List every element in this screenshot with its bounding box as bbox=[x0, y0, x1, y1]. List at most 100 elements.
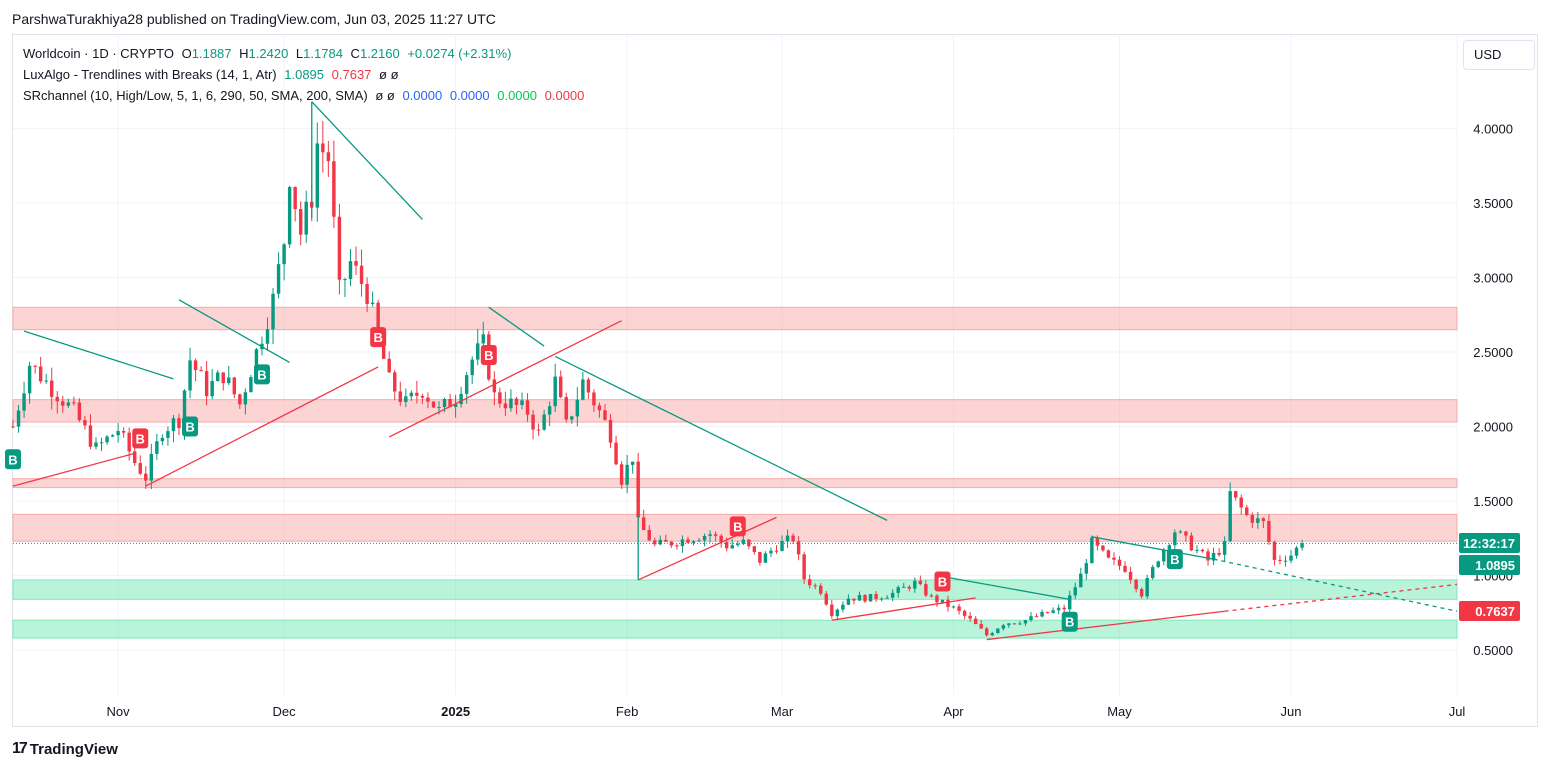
break-signal-badge: B bbox=[934, 571, 951, 592]
candle-body bbox=[586, 379, 591, 393]
break-signal-label: B bbox=[1170, 552, 1179, 567]
break-signal-label: B bbox=[257, 367, 266, 382]
x-tick-label: Apr bbox=[943, 704, 964, 719]
candle-body bbox=[608, 419, 613, 443]
break-signal-box bbox=[182, 416, 199, 437]
candle-body bbox=[1222, 541, 1227, 555]
candle-body bbox=[702, 535, 707, 541]
candle-body bbox=[276, 264, 281, 294]
candle-body bbox=[221, 372, 225, 384]
candle-body bbox=[796, 541, 801, 555]
candle-body bbox=[918, 580, 923, 585]
candle-body bbox=[265, 329, 270, 344]
break-signal-box bbox=[480, 344, 497, 365]
candle-body bbox=[907, 586, 911, 589]
y-tick-label: 0.5000 bbox=[1473, 643, 1513, 658]
candle-body bbox=[658, 539, 663, 545]
indicator-1-tail: ø ø bbox=[379, 67, 399, 82]
candle-body bbox=[1278, 559, 1282, 561]
candle-body bbox=[160, 437, 165, 442]
trendline bbox=[1213, 558, 1458, 612]
trendline bbox=[178, 299, 290, 363]
candle-body bbox=[232, 377, 237, 395]
price-label-text: 1.0895 bbox=[1475, 558, 1515, 573]
publisher-line: ParshwaTurakhiya28 published on TradingV… bbox=[12, 11, 496, 27]
candle-body bbox=[940, 599, 945, 603]
trendline bbox=[1091, 536, 1214, 560]
candle-body bbox=[1095, 537, 1100, 546]
candle-body bbox=[1283, 560, 1288, 562]
candle-body bbox=[830, 604, 834, 617]
tradingview-logo-icon: 17 bbox=[12, 740, 28, 757]
candle-body bbox=[785, 535, 790, 542]
break-signal-box bbox=[253, 364, 270, 385]
candle-body bbox=[1117, 559, 1122, 566]
candle-body bbox=[38, 366, 43, 382]
x-tick-label: Dec bbox=[273, 704, 297, 719]
price-label-box bbox=[1459, 601, 1520, 621]
candle-body bbox=[238, 394, 242, 405]
break-signal-box bbox=[934, 571, 951, 592]
indicator-2-value-2: 0.0000 bbox=[449, 88, 490, 103]
candle-body bbox=[1217, 552, 1221, 555]
symbol-name[interactable]: Worldcoin · 1D · CRYPTO bbox=[23, 46, 174, 61]
candle-body bbox=[420, 395, 425, 398]
candle-body bbox=[1167, 545, 1172, 550]
tradingview-brand[interactable]: 17 TradingView bbox=[12, 740, 118, 758]
candle-body bbox=[370, 302, 375, 305]
candle-body bbox=[736, 543, 740, 546]
candle-body bbox=[885, 597, 889, 599]
candle-body bbox=[641, 517, 646, 530]
candle-body bbox=[227, 377, 231, 384]
high-value: 1.2420 bbox=[248, 46, 289, 61]
candle-body bbox=[686, 539, 690, 543]
candle-body bbox=[653, 540, 657, 545]
candle-body bbox=[691, 541, 696, 543]
break-signal-box bbox=[5, 449, 21, 470]
legend-indicator-1[interactable]: LuxAlgo - Trendlines with Breaks (14, 1,… bbox=[23, 67, 403, 82]
x-tick-label: 2025 bbox=[441, 704, 470, 719]
candle-body bbox=[182, 390, 187, 429]
candle-body bbox=[559, 376, 563, 398]
candle-body bbox=[72, 402, 76, 404]
indicator-2-value-4: 0.0000 bbox=[544, 88, 585, 103]
candle-body bbox=[1300, 543, 1304, 548]
break-signal-label: B bbox=[185, 420, 194, 435]
change-value: +0.0274 (+2.31%) bbox=[407, 46, 512, 61]
legend-indicator-2[interactable]: SRchannel (10, High/Low, 5, 1, 6, 290, 5… bbox=[23, 88, 588, 103]
candle-body bbox=[1162, 549, 1166, 562]
candle-body bbox=[713, 534, 718, 536]
candle-body bbox=[359, 265, 364, 284]
candle-body bbox=[387, 358, 391, 373]
candle-body bbox=[476, 343, 480, 360]
candle-body bbox=[1001, 625, 1006, 629]
candle-body bbox=[1023, 620, 1028, 624]
candle-body bbox=[453, 404, 458, 408]
candle-body bbox=[199, 370, 203, 372]
break-signal-label: B bbox=[1065, 615, 1074, 630]
trendline bbox=[388, 320, 622, 438]
candle-body bbox=[813, 585, 817, 587]
indicator-1-name[interactable]: LuxAlgo - Trendlines with Breaks (14, 1,… bbox=[23, 67, 277, 82]
low-label: L bbox=[295, 46, 304, 61]
candle-body bbox=[636, 461, 640, 518]
candle-body bbox=[1045, 611, 1050, 613]
candle-body bbox=[1294, 547, 1299, 556]
candle-body bbox=[758, 552, 762, 563]
candle-body bbox=[1250, 515, 1255, 523]
price-label: 0.7637 bbox=[1459, 601, 1520, 621]
indicator-2-mid: ø ø bbox=[375, 88, 395, 103]
candle-body bbox=[719, 535, 723, 543]
candle-body bbox=[863, 595, 867, 602]
indicator-2-name[interactable]: SRchannel (10, High/Low, 5, 1, 6, 290, 5… bbox=[23, 88, 368, 103]
candle-body bbox=[619, 464, 624, 485]
candle-body bbox=[204, 371, 209, 397]
break-signal-badge: B bbox=[182, 416, 199, 437]
candle-body bbox=[1007, 623, 1011, 626]
candle-body bbox=[1150, 567, 1155, 579]
currency-button[interactable]: USD bbox=[1463, 40, 1535, 70]
candle-body bbox=[88, 425, 93, 447]
candle-body bbox=[481, 334, 485, 344]
candle-body bbox=[398, 391, 402, 402]
